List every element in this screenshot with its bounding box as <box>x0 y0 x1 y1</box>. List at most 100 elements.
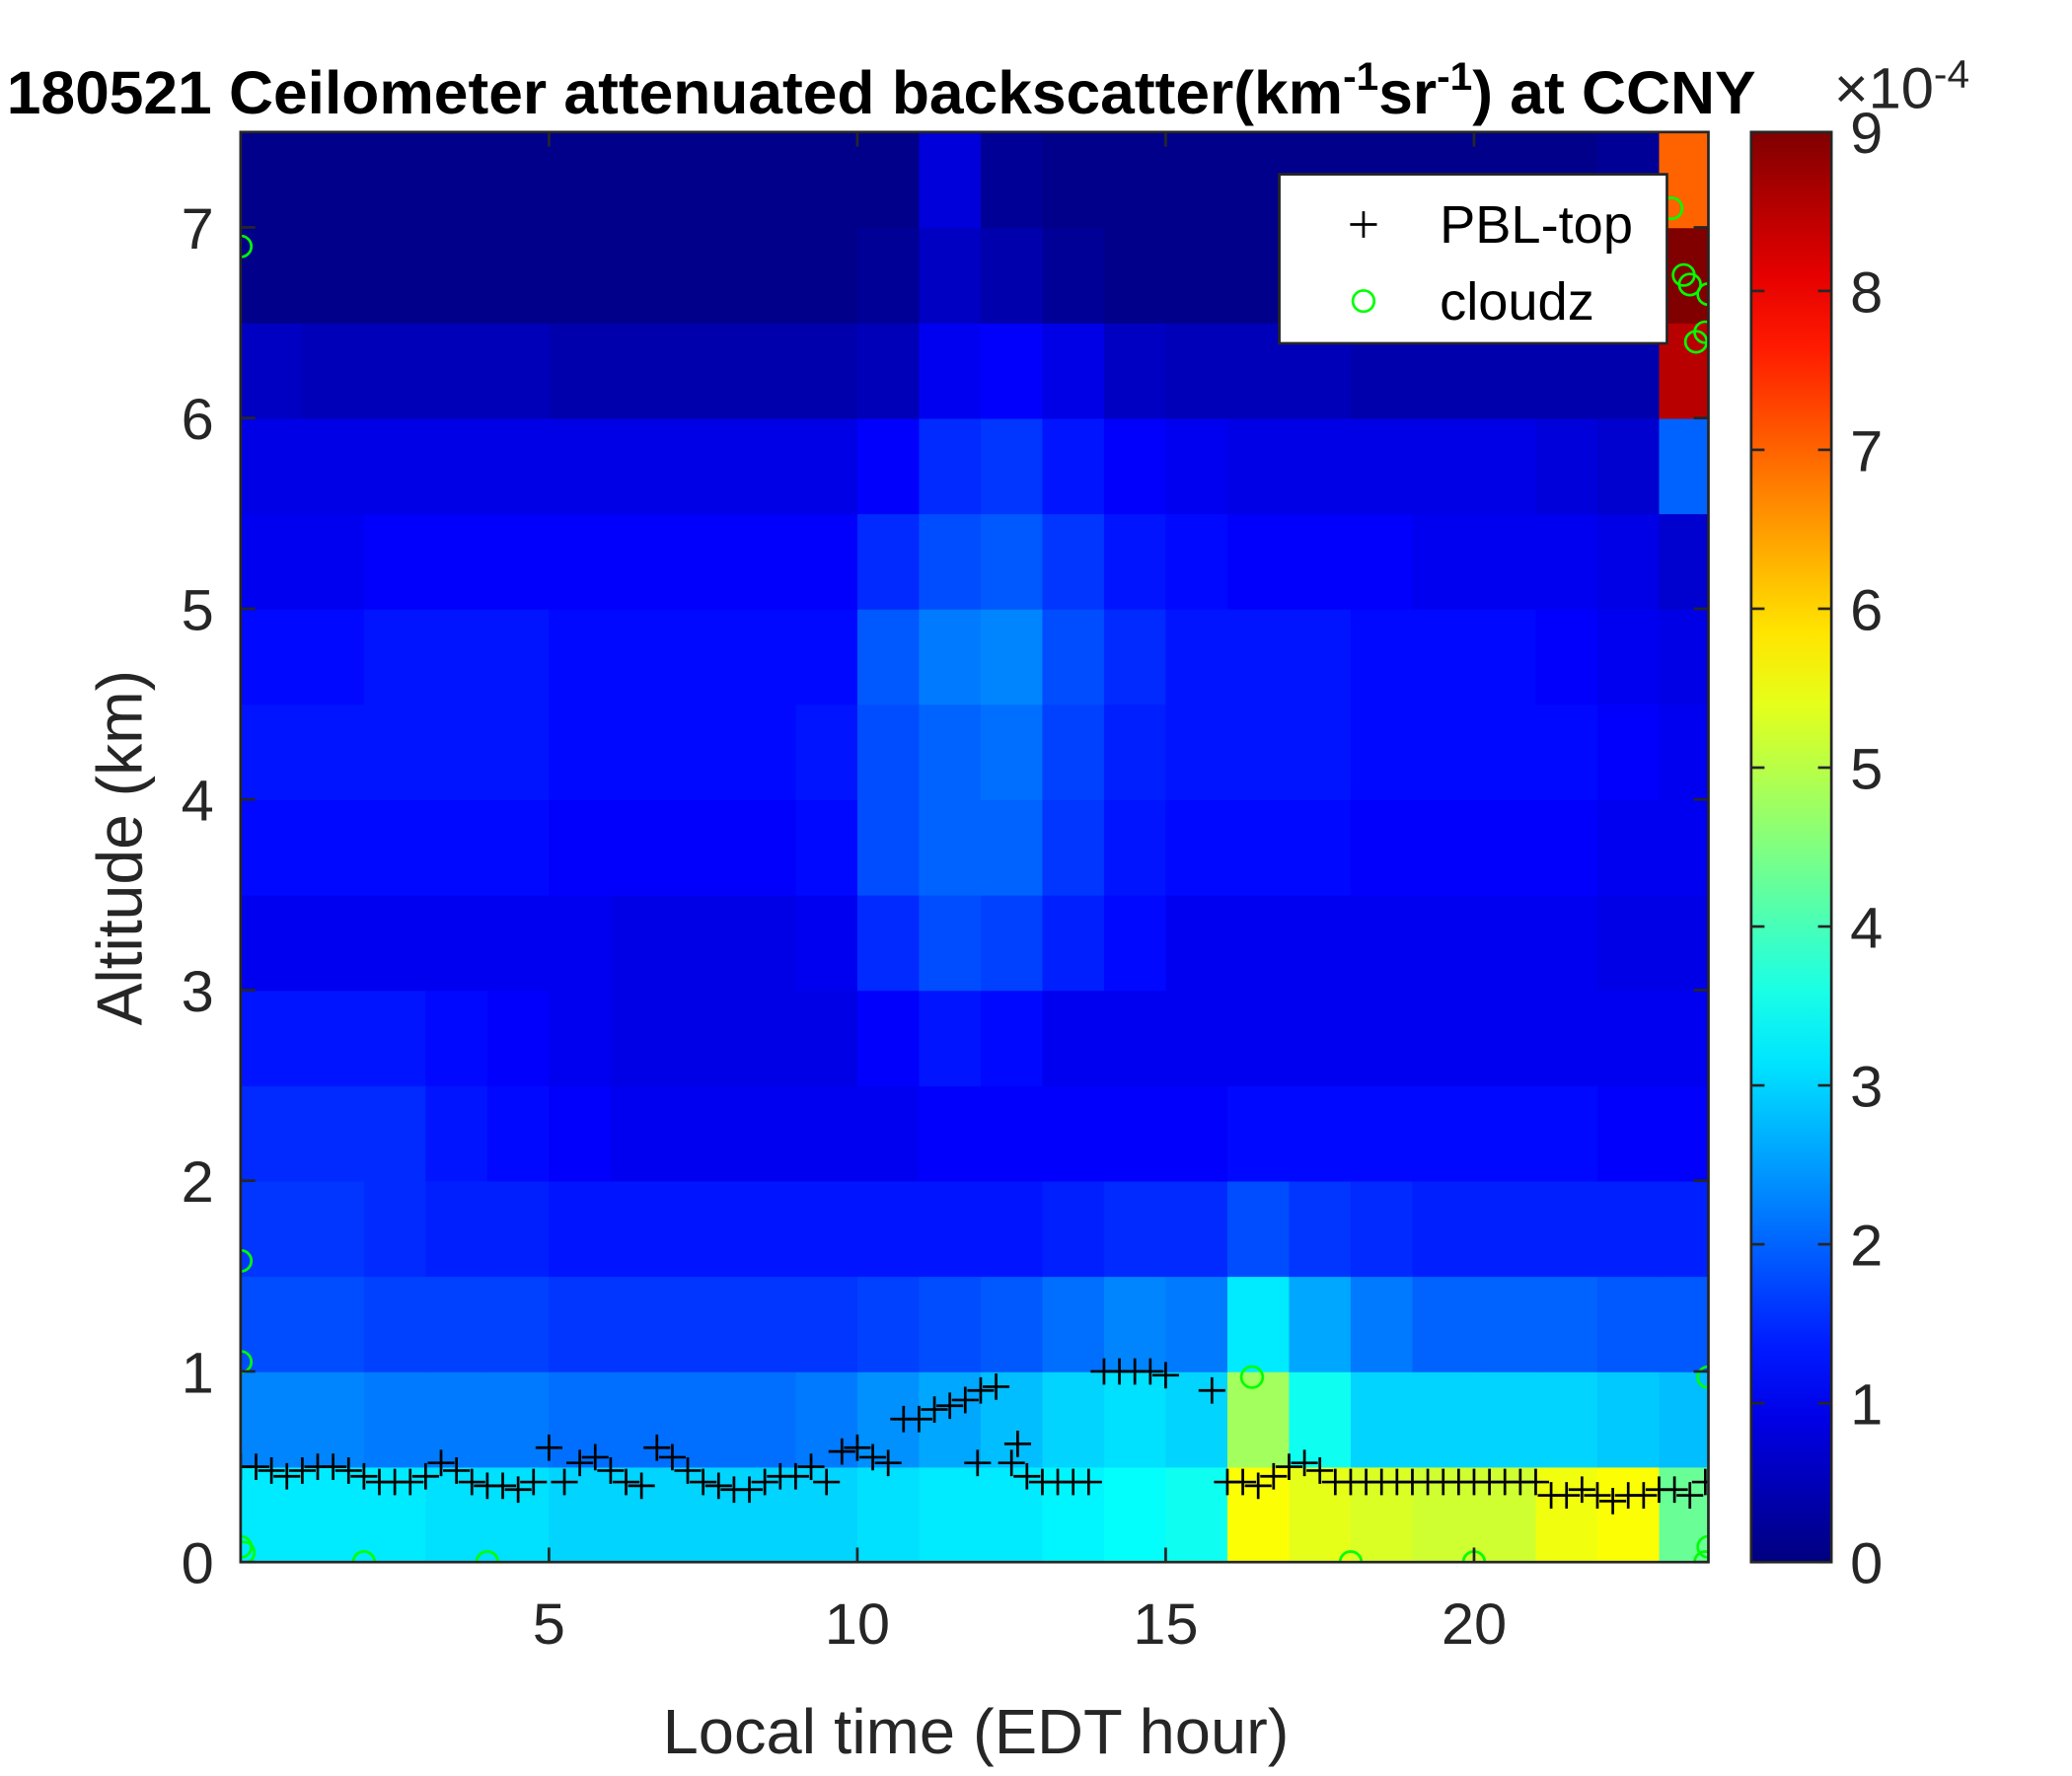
heat-cell <box>425 323 488 419</box>
heat-cell <box>549 417 612 515</box>
colorbar <box>1749 130 1833 1564</box>
heat-cell <box>1659 323 1709 419</box>
heat-cell <box>672 1370 735 1468</box>
heat-cell <box>302 323 365 419</box>
heat-cell <box>486 1370 551 1468</box>
heat-cell <box>549 323 612 419</box>
heat-cell <box>980 1085 1044 1182</box>
heat-cell <box>1042 417 1105 515</box>
heat-cell <box>1350 703 1414 801</box>
heat-cell <box>610 894 674 992</box>
pbl-marker <box>288 1457 316 1484</box>
heat-cell <box>795 608 858 705</box>
pbl-marker <box>998 1449 1025 1477</box>
heat-cell <box>240 990 304 1086</box>
heat-cell <box>1165 990 1228 1086</box>
heat-cell <box>1103 1180 1167 1278</box>
pbl-marker <box>458 1468 485 1496</box>
cloud-marker <box>351 1550 377 1563</box>
cloud-marker <box>240 1540 257 1563</box>
heat-cell <box>1350 417 1414 515</box>
heat-cell <box>610 1276 674 1372</box>
heat-cell <box>486 1276 551 1372</box>
heat-cell <box>672 417 735 515</box>
pbl-marker <box>658 1443 686 1471</box>
y-axis-label: Altitude (km) <box>83 670 155 1025</box>
pbl-marker <box>566 1449 594 1477</box>
heat-cell <box>1165 799 1228 896</box>
heat-cell <box>1289 1085 1352 1182</box>
heat-cell <box>795 1276 858 1372</box>
heat-cell <box>240 1370 304 1468</box>
heat-cell <box>425 703 488 801</box>
heat-cell <box>1412 894 1475 992</box>
heat-cell <box>733 131 797 229</box>
heat-cell <box>610 1370 674 1468</box>
legend-marker <box>1350 211 1377 238</box>
heat-cell <box>363 1276 427 1372</box>
heat-cell <box>363 1370 427 1468</box>
pbl-marker <box>1599 1487 1627 1515</box>
heat-cell <box>919 1180 982 1278</box>
heat-cell <box>1350 1370 1414 1468</box>
heat-cell <box>980 131 1044 229</box>
heat-cell <box>919 1276 982 1372</box>
legend-label: PBL-top <box>1440 196 1633 256</box>
heat-cell <box>1535 1276 1598 1372</box>
heat-cell <box>672 894 735 992</box>
pbl-marker <box>858 1443 887 1471</box>
pbl-marker <box>273 1462 301 1490</box>
heat-cell <box>672 1276 735 1372</box>
pbl-marker <box>1691 1468 1709 1496</box>
pbl-marker <box>874 1449 902 1477</box>
heat-cell <box>1226 608 1291 705</box>
heat-cell <box>363 417 427 515</box>
heat-cell <box>1350 799 1414 896</box>
heat-cell <box>1659 990 1709 1086</box>
heat-cell <box>1042 799 1105 896</box>
pbl-marker <box>320 1453 347 1480</box>
pbl-marker <box>1260 1462 1288 1490</box>
pbl-marker <box>504 1476 532 1504</box>
heat-cell <box>1103 608 1167 705</box>
heat-cell <box>302 990 365 1086</box>
heat-cell <box>733 513 797 610</box>
x-tick-label: 5 <box>533 1591 565 1658</box>
heat-cell <box>980 513 1044 610</box>
pbl-marker <box>951 1386 979 1414</box>
pbl-marker <box>781 1462 809 1490</box>
y-tick-label: 6 <box>182 386 214 452</box>
heat-cell <box>1596 513 1661 610</box>
heat-cell <box>240 894 304 992</box>
heat-cell <box>856 703 921 801</box>
heat-cell <box>240 799 304 896</box>
heat-cell <box>363 1085 427 1182</box>
title-part: ) at CCNY <box>1472 59 1755 127</box>
pbl-marker <box>964 1449 992 1477</box>
heat-cell <box>363 227 427 324</box>
cloud-marker <box>1693 320 1709 344</box>
title-part: 180521 Ceilometer attenuated backscatter… <box>7 59 1343 127</box>
heat-cell <box>795 703 858 801</box>
heat-cell <box>1596 894 1661 992</box>
pbl-marker <box>1676 1482 1704 1509</box>
pbl-marker <box>1003 1430 1031 1457</box>
heat-cell <box>1103 1085 1167 1182</box>
plot-frame <box>239 130 1710 1564</box>
heat-cell <box>1165 1085 1228 1182</box>
y-tick-label: 0 <box>182 1530 214 1596</box>
heat-cell <box>610 1180 674 1278</box>
heat-cell <box>1596 990 1661 1086</box>
pbl-marker <box>921 1396 948 1423</box>
heat-cell <box>1412 1370 1475 1468</box>
heat-cell <box>1535 894 1598 992</box>
colorbar-tick-label: 1 <box>1850 1371 1883 1438</box>
heat-cell <box>486 227 551 324</box>
cloud-marker <box>1696 1534 1709 1559</box>
heat-cell <box>919 323 982 419</box>
heat-cell <box>856 990 921 1086</box>
heat-cell <box>1289 799 1352 896</box>
pbl-marker <box>674 1457 702 1484</box>
heat-cell <box>1165 131 1228 229</box>
